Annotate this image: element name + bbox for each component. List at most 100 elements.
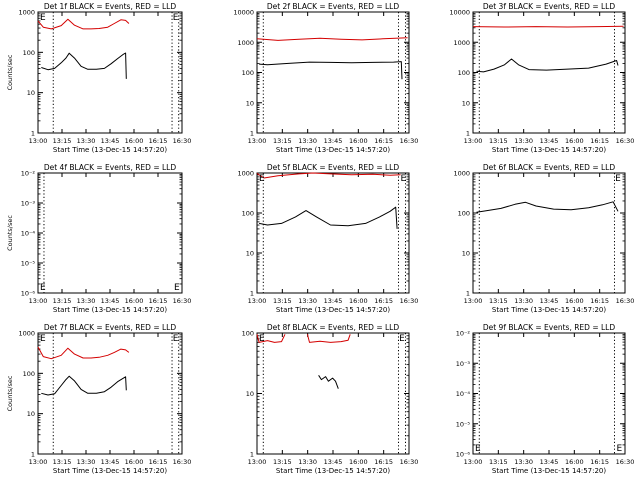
x-tick-label: 16:15 — [149, 297, 168, 305]
y-tick-label: 10000 — [233, 9, 254, 17]
plot-frame — [256, 332, 410, 455]
x-tick-label: 13:45 — [324, 137, 343, 145]
panel-title: Det 6f BLACK = Events, RED = LLD — [483, 163, 616, 172]
lld-series-line — [37, 18, 130, 30]
plot-frame — [472, 332, 626, 455]
y-tick-label: 1000 — [237, 39, 254, 47]
y-axis-label: Counts/sec — [6, 54, 14, 90]
y-axis-label: Counts/sec — [6, 375, 14, 411]
y-tick-label: 1 — [31, 130, 35, 138]
x-tick-label: 13:30 — [77, 137, 96, 145]
plot-frame — [37, 11, 183, 134]
panel-title: Det 4f BLACK = Events, RED = LLD — [44, 163, 177, 172]
x-tick-label: 13:30 — [514, 137, 533, 145]
x-tick-label: 16:30 — [400, 458, 419, 466]
lld-series-line — [256, 172, 401, 179]
x-axis-label: Start Time (13-Dec-15 14:57:20) — [53, 467, 167, 475]
x-tick-label: 13:30 — [77, 297, 96, 305]
x-tick-label: 16:00 — [125, 458, 144, 466]
y-tick-label: 1 — [466, 290, 470, 298]
x-tick-label: 13:45 — [324, 458, 343, 466]
y-tick-label: 10 — [462, 250, 470, 258]
x-axis-label: Start Time (13-Dec-15 14:57:20) — [492, 467, 606, 475]
x-axis-label: Start Time (13-Dec-15 14:57:20) — [276, 467, 390, 475]
e-marker: E — [399, 334, 405, 344]
plot-frame — [256, 172, 410, 294]
x-tick-label: 16:15 — [374, 137, 393, 145]
e-marker: E — [173, 13, 179, 23]
x-tick-label: 16:30 — [616, 297, 635, 305]
events-series-line — [318, 375, 339, 389]
x-tick-label: 13:15 — [53, 458, 72, 466]
x-tick-label: 13:00 — [29, 297, 48, 305]
x-tick-label: 13:15 — [489, 297, 508, 305]
y-tick-label: 1 — [250, 130, 254, 138]
x-tick-label: 16:00 — [565, 297, 584, 305]
plot-frame — [472, 11, 626, 134]
detector-panel-1: Det 1f BLACK = Events, RED = LLD Counts/s… — [6, 2, 191, 154]
y-tick-label: 10⁻⁶ — [456, 451, 471, 459]
x-tick-label: 13:30 — [514, 297, 533, 305]
x-tick-label: 16:00 — [349, 297, 368, 305]
x-tick-label: 13:30 — [298, 297, 317, 305]
x-tick-label: 13:15 — [273, 297, 292, 305]
y-tick-label: 100 — [242, 69, 254, 77]
x-axis-label: Start Time (13-Dec-15 14:57:20) — [492, 146, 606, 154]
e-marker: E — [615, 174, 621, 184]
x-tick-label: 13:15 — [273, 458, 292, 466]
detector-panel-2: Det 2f BLACK = Events, RED = LLD Start Ti… — [233, 2, 418, 154]
detector-panel-9: Det 9f BLACK = Events, RED = LLD Start Ti… — [456, 323, 635, 475]
detector-panel-8: Det 8f BLACK = Events, RED = LLD Start Ti… — [242, 323, 419, 475]
panel-title: Det 5f BLACK = Events, RED = LLD — [267, 163, 400, 172]
y-tick-label: 100 — [458, 69, 470, 77]
y-tick-label: 10⁻³ — [456, 360, 471, 368]
e-marker: E — [475, 444, 481, 454]
x-tick-label: 13:15 — [53, 297, 72, 305]
y-tick-label: 1000 — [453, 39, 470, 47]
x-tick-label: 16:00 — [349, 458, 368, 466]
panel-title: Det 7f BLACK = Events, RED = LLD — [44, 323, 177, 332]
plot-frame — [37, 172, 183, 294]
y-tick-label: 10 — [246, 390, 254, 398]
x-tick-label: 16:30 — [616, 137, 635, 145]
x-tick-label: 16:30 — [173, 137, 192, 145]
lld-series-line — [256, 37, 408, 41]
y-tick-label: 10⁻⁴ — [21, 230, 36, 238]
detector-panel-3: Det 3f BLACK = Events, RED = LLD Start Ti… — [449, 2, 634, 154]
e-marker: E — [40, 283, 46, 293]
events-series-line — [476, 58, 619, 73]
e-marker: E — [40, 334, 46, 344]
e-marker: E — [259, 334, 265, 344]
x-tick-label: 16:15 — [374, 458, 393, 466]
y-tick-label: 1 — [31, 451, 35, 459]
x-tick-label: 13:30 — [298, 137, 317, 145]
x-tick-label: 13:00 — [248, 297, 267, 305]
lld-series-line — [37, 346, 130, 360]
x-tick-label: 16:30 — [616, 458, 635, 466]
x-tick-label: 13:00 — [29, 137, 48, 145]
events-series-line — [41, 52, 127, 79]
x-tick-label: 13:45 — [101, 137, 120, 145]
plot-frame — [256, 11, 410, 134]
x-tick-label: 16:00 — [565, 458, 584, 466]
y-tick-label: 10 — [27, 410, 35, 418]
y-tick-label: 10000 — [449, 9, 470, 17]
y-tick-label: 100 — [23, 49, 35, 57]
events-series-line — [259, 61, 403, 80]
x-tick-label: 13:30 — [77, 458, 96, 466]
x-tick-label: 13:45 — [540, 297, 559, 305]
x-tick-label: 13:30 — [298, 458, 317, 466]
x-tick-label: 13:00 — [464, 458, 483, 466]
y-tick-label: 10 — [462, 99, 470, 107]
events-series-line — [41, 375, 127, 396]
lld-series-line — [306, 334, 351, 343]
x-tick-label: 16:00 — [125, 137, 144, 145]
x-tick-label: 13:15 — [489, 458, 508, 466]
x-tick-label: 13:00 — [464, 137, 483, 145]
y-tick-label: 100 — [242, 210, 254, 218]
panel-title: Det 2f BLACK = Events, RED = LLD — [267, 2, 400, 11]
y-tick-label: 10 — [246, 99, 254, 107]
x-tick-label: 13:45 — [101, 297, 120, 305]
x-tick-label: 13:15 — [53, 137, 72, 145]
e-marker: E — [400, 174, 406, 184]
